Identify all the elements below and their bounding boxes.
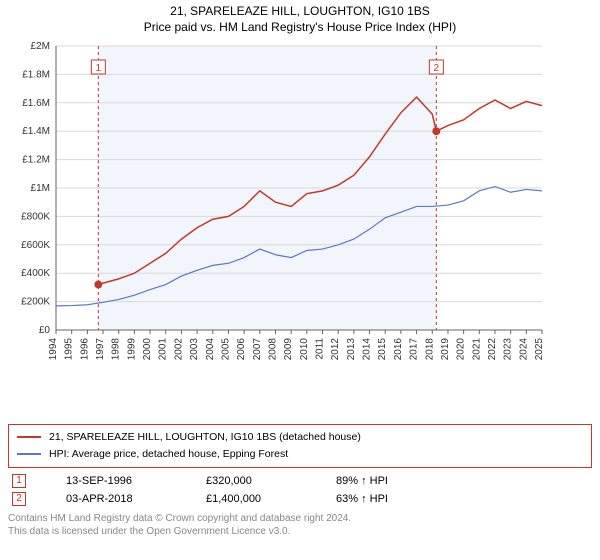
svg-text:2012: 2012	[330, 338, 341, 361]
svg-text:2002: 2002	[173, 338, 184, 361]
svg-text:1996: 1996	[79, 338, 90, 361]
svg-text:2015: 2015	[377, 338, 388, 361]
svg-text:£1.2M: £1.2M	[22, 155, 50, 166]
svg-text:2: 2	[434, 63, 440, 74]
svg-text:2008: 2008	[267, 338, 278, 361]
svg-text:1994: 1994	[48, 338, 59, 361]
svg-text:2010: 2010	[299, 338, 310, 361]
svg-text:£800K: £800K	[21, 211, 50, 222]
marker-price: £320,000	[206, 475, 296, 487]
marker-delta: 63% ↑ HPI	[336, 493, 388, 505]
svg-text:£400K: £400K	[21, 268, 50, 279]
marker-row: 2 03-APR-2018 £1,400,000 63% ↑ HPI	[8, 490, 592, 508]
markers-table: 1 13-SEP-1996 £320,000 89% ↑ HPI 2 03-APR-201…	[8, 472, 592, 508]
legend-swatch	[17, 436, 41, 438]
svg-text:2023: 2023	[503, 338, 514, 361]
svg-text:2019: 2019	[440, 338, 451, 361]
marker-date: 13-SEP-1996	[66, 475, 166, 487]
svg-text:2005: 2005	[220, 338, 231, 361]
svg-text:1995: 1995	[64, 338, 75, 361]
marker-row: 1 13-SEP-1996 £320,000 89% ↑ HPI	[8, 472, 592, 490]
svg-text:2004: 2004	[205, 338, 216, 361]
svg-text:1998: 1998	[111, 338, 122, 361]
legend-item: 21, SPARELEAZE HILL, LOUGHTON, IG10 1BS …	[17, 429, 583, 446]
legend-label: HPI: Average price, detached house, Eppi…	[49, 446, 288, 463]
chart-subtitle: Price paid vs. HM Land Registry's House …	[8, 20, 592, 34]
marker-delta: 89% ↑ HPI	[336, 475, 388, 487]
svg-text:2009: 2009	[283, 338, 294, 361]
svg-text:2006: 2006	[236, 338, 247, 361]
footer-line-2: This data is licensed under the Open Gov…	[8, 525, 592, 538]
marker-badge: 2	[12, 492, 26, 506]
svg-text:2014: 2014	[362, 338, 373, 361]
svg-text:2007: 2007	[252, 338, 263, 361]
svg-text:2018: 2018	[424, 338, 435, 361]
marker-date: 03-APR-2018	[66, 493, 166, 505]
svg-text:1: 1	[96, 63, 102, 74]
svg-text:1999: 1999	[126, 338, 137, 361]
svg-text:2025: 2025	[534, 338, 545, 361]
svg-text:2016: 2016	[393, 338, 404, 361]
svg-text:2022: 2022	[487, 338, 498, 361]
legend-label: 21, SPARELEAZE HILL, LOUGHTON, IG10 1BS …	[49, 429, 361, 446]
svg-text:£1M: £1M	[31, 183, 50, 194]
legend-item: HPI: Average price, detached house, Eppi…	[17, 446, 583, 463]
svg-text:£2M: £2M	[31, 41, 50, 52]
svg-text:£1.4M: £1.4M	[22, 126, 50, 137]
svg-text:£200K: £200K	[21, 297, 50, 308]
chart-svg: £0 £200K £400K £600K £800K £1M £1.2M £1.4M £1.6M…	[8, 40, 548, 380]
svg-text:2024: 2024	[518, 338, 529, 361]
chart-title: 21, SPARELEAZE HILL, LOUGHTON, IG10 1BS	[8, 4, 592, 18]
svg-text:2021: 2021	[471, 338, 482, 361]
marker-price: £1,400,000	[206, 493, 296, 505]
svg-text:1997: 1997	[95, 338, 106, 361]
marker-badge: 1	[12, 474, 26, 488]
footer: Contains HM Land Registry data © Crown c…	[8, 512, 592, 538]
svg-text:2001: 2001	[158, 338, 169, 361]
svg-text:£1.8M: £1.8M	[22, 69, 50, 80]
legend-box: 21, SPARELEAZE HILL, LOUGHTON, IG10 1BS …	[8, 424, 592, 468]
svg-text:2000: 2000	[142, 338, 153, 361]
svg-text:£600K: £600K	[21, 240, 50, 251]
svg-text:£1.6M: £1.6M	[22, 98, 50, 109]
footer-line-1: Contains HM Land Registry data © Crown c…	[8, 512, 592, 525]
legend-swatch	[17, 453, 41, 455]
chart-container: 21, SPARELEAZE HILL, LOUGHTON, IG10 1BS …	[0, 0, 600, 560]
svg-text:2017: 2017	[409, 338, 420, 361]
svg-text:2013: 2013	[346, 338, 357, 361]
svg-text:£0: £0	[39, 325, 51, 336]
svg-text:2011: 2011	[315, 338, 326, 360]
chart-area: £0 £200K £400K £600K £800K £1M £1.2M £1.4M £1.6M…	[8, 40, 592, 420]
svg-text:2020: 2020	[456, 338, 467, 361]
svg-text:2003: 2003	[189, 338, 200, 361]
